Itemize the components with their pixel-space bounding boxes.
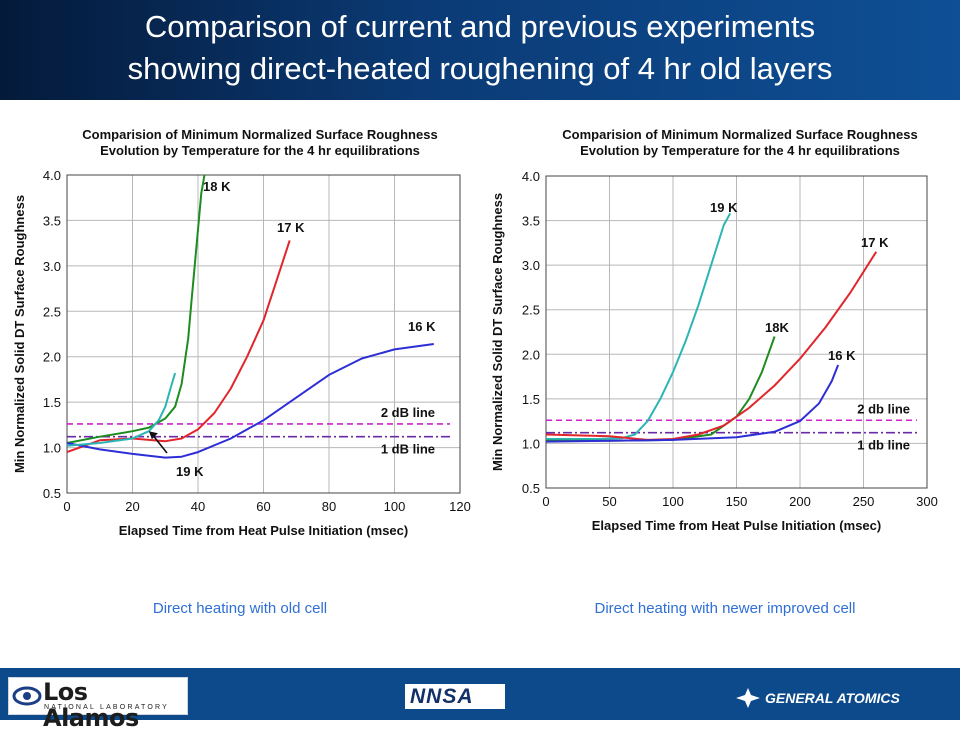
los-alamos-logo-subtext: NATIONAL LABORATORY	[44, 704, 170, 711]
y-tick-label: 4.0	[522, 169, 540, 184]
nnsa-logo: NNSA	[405, 684, 505, 709]
y-tick-label: 1.0	[522, 436, 540, 451]
series-label: 16 K	[828, 348, 856, 363]
x-tick-label: 0	[542, 494, 549, 509]
x-tick-label: 300	[916, 494, 938, 509]
series-line	[66, 343, 434, 459]
chart-subtitle: Evolution by Temperature for the 4 hr eq…	[100, 143, 420, 158]
y-tick-label: 2.5	[522, 303, 540, 318]
los-alamos-swoosh-icon	[12, 686, 42, 706]
plot-frame	[545, 175, 928, 489]
series-line	[66, 372, 177, 447]
series-label: 19 K	[710, 200, 738, 215]
nnsa-logo-text: NNSA	[410, 685, 474, 708]
x-tick-label: 100	[384, 499, 406, 514]
x-tick-label: 40	[191, 499, 205, 514]
y-tick-label: 3.5	[522, 214, 540, 229]
series-label: 17 K	[277, 220, 305, 235]
slide-title: Comparison of current and previous exper…	[0, 6, 960, 90]
x-tick-label: 150	[726, 494, 748, 509]
y-tick-label: 0.5	[522, 481, 540, 496]
x-tick-label: 200	[789, 494, 811, 509]
annotation-arrow	[152, 434, 168, 454]
caption-old-cell: Direct heating with old cell	[152, 600, 328, 617]
x-tick-label: 0	[63, 499, 70, 514]
series-label: 18 K	[203, 179, 231, 194]
series-line	[545, 251, 878, 441]
y-tick-label: 3.0	[522, 258, 540, 273]
los-alamos-logo: Los Alamos NATIONAL LABORATORY	[8, 677, 188, 731]
general-atomics-logo-text: GENERAL ATOMICS	[765, 690, 900, 706]
reference-line-label: 2 db line	[857, 401, 910, 416]
x-tick-label: 100	[662, 494, 684, 509]
x-axis-label: Elapsed Time from Heat Pulse Initiation …	[119, 523, 408, 538]
series-line	[546, 212, 732, 440]
y-tick-label: 3.5	[43, 213, 61, 228]
general-atomics-star-icon	[736, 688, 760, 708]
y-axis-label: Min Normalized Solid DT Surface Roughnes…	[490, 193, 505, 471]
x-tick-label: 80	[322, 499, 336, 514]
reference-line-label: 2 dB line	[381, 405, 435, 420]
caption-improved-cell: Direct heating with newer improved cell	[594, 600, 856, 617]
series-line	[66, 174, 206, 444]
y-tick-label: 1.0	[43, 441, 61, 456]
chart-improved-cell: 0 50 100 150 200 250 300 0.5 1.0 1.5 2.0 2.5 3.0 3.5 4…	[480, 118, 960, 558]
y-tick-label: 2.0	[522, 347, 540, 362]
chart-old-cell: 0 20 40 60 80 100 120 0.5 1.0 1.5 2.0 2.5 3.0 3.5 4.0 C…	[0, 118, 480, 558]
x-tick-label: 250	[853, 494, 875, 509]
y-tick-label: 1.5	[43, 395, 61, 410]
series-label: 18K	[765, 320, 789, 335]
reference-line-label: 1 db line	[857, 438, 910, 453]
chart-title: Comparision of Minimum Normalized Surfac…	[562, 127, 917, 142]
slide-title-line-2: showing direct-heated roughening of 4 hr…	[127, 51, 833, 86]
y-tick-label: 2.5	[43, 304, 61, 319]
chart-title: Comparision of Minimum Normalized Surfac…	[82, 127, 437, 142]
y-tick-label: 0.5	[43, 486, 61, 501]
x-tick-label: 20	[125, 499, 139, 514]
y-tick-label: 3.0	[43, 259, 61, 274]
chart-svg: 0 50 100 150 200 250 300 0.5 1.0 1.5 2.0 2.5 3.0 3.5 4…	[490, 127, 938, 533]
x-tick-label: 120	[449, 499, 471, 514]
chart-svg: 0 20 40 60 80 100 120 0.5 1.0 1.5 2.0 2.5 3.0 3.5 4.0 C…	[12, 127, 471, 538]
title-bar: Comparison of current and previous exper…	[0, 0, 960, 100]
series-label: 19 K	[176, 464, 204, 479]
annotation-arrowhead	[148, 431, 158, 440]
series-label: 17 K	[861, 235, 889, 250]
x-tick-label: 60	[256, 499, 270, 514]
y-tick-label: 4.0	[43, 168, 61, 183]
reference-line-label: 1 dB line	[381, 442, 435, 457]
y-tick-label: 2.0	[43, 350, 61, 365]
y-axis-label: Min Normalized Solid DT Surface Roughnes…	[12, 195, 27, 473]
slide-title-line-1: Comparison of current and previous exper…	[144, 9, 816, 44]
x-axis-label: Elapsed Time from Heat Pulse Initiation …	[592, 518, 881, 533]
x-tick-label: 50	[602, 494, 616, 509]
y-tick-label: 1.5	[522, 392, 540, 407]
plot-frame	[66, 174, 461, 494]
series-line	[545, 364, 840, 443]
chart-subtitle: Evolution by Temperature for the 4 hr eq…	[580, 143, 900, 158]
series-label: 16 K	[408, 319, 436, 334]
